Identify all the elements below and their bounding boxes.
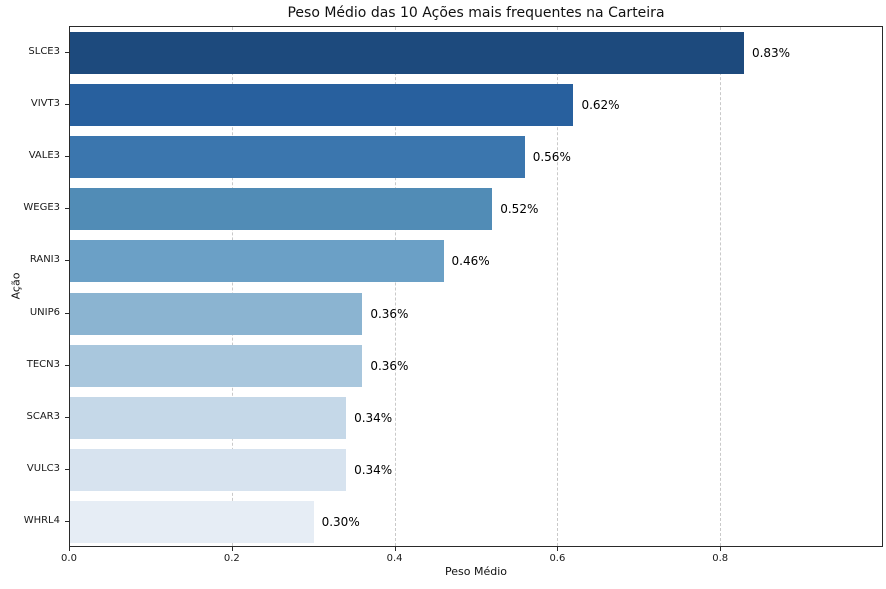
bar	[70, 344, 363, 387]
x-tick-label: 0.8	[712, 553, 729, 564]
gridline	[557, 27, 559, 546]
x-tick-label: 0.2	[223, 553, 240, 564]
y-tick-mark	[65, 52, 69, 54]
bar	[70, 500, 314, 543]
x-tick-mark	[394, 547, 396, 551]
y-tick-label: SLCE3	[28, 46, 60, 58]
y-tick-label: SCAR3	[26, 410, 60, 422]
bar	[70, 32, 744, 75]
y-tick-mark	[65, 468, 69, 470]
y-tick-mark	[65, 104, 69, 106]
y-tick-label: TECN3	[26, 358, 60, 370]
bar-value-label: 0.62%	[581, 98, 620, 113]
bar-value-label: 0.83%	[751, 46, 791, 60]
y-tick-label: WEGE3	[23, 202, 60, 214]
x-tick-mark	[720, 547, 722, 551]
bar	[70, 240, 444, 283]
bar-value-label: 0.56%	[532, 150, 571, 165]
x-tick-mark	[69, 547, 70, 551]
bar-value-label: 0.36%	[370, 306, 409, 321]
x-tick-label: 0.4	[386, 553, 403, 564]
x-tick-mark	[557, 547, 559, 551]
y-tick-label: RANI3	[29, 254, 60, 266]
bar-value-label: 0.34%	[354, 462, 393, 477]
gridline	[394, 27, 396, 546]
y-tick-label: VIVT3	[30, 98, 60, 110]
bar-value-label: 0.36%	[370, 358, 409, 373]
bar-value-label: 0.46%	[451, 254, 490, 269]
y-tick-mark	[65, 156, 69, 158]
bar	[70, 292, 363, 335]
bar	[70, 136, 525, 179]
y-tick-label: UNIP6	[29, 306, 60, 318]
y-tick-mark	[65, 416, 69, 418]
y-tick-mark	[65, 520, 69, 522]
bar-value-label: 0.30%	[321, 514, 360, 529]
y-tick-mark	[65, 364, 69, 366]
chart-title: Peso Médio das 10 Ações mais frequentes …	[287, 5, 665, 21]
y-axis-label: Ação	[9, 272, 23, 300]
x-tick-label: 0.0	[61, 553, 77, 564]
gridline	[232, 27, 234, 546]
x-axis-label: Peso Médio	[445, 565, 507, 578]
y-tick-label: WHRL4	[23, 514, 60, 526]
x-tick-label: 0.6	[549, 553, 566, 564]
y-tick-label: VALE3	[28, 150, 60, 162]
plot-area: 0.83% 0.62% 0.56% 0.52% 0.46% 0.36% 0.36% 0.34%…	[69, 26, 883, 547]
y-tick-mark	[65, 208, 69, 210]
x-tick-mark	[231, 547, 233, 551]
bar-value-label: 0.52%	[500, 202, 539, 217]
y-tick-label: VULC3	[26, 462, 60, 474]
bar	[70, 396, 347, 439]
bar-value-label: 0.34%	[354, 410, 393, 425]
bar	[70, 448, 347, 491]
bar	[70, 84, 574, 127]
y-tick-mark	[65, 260, 69, 262]
y-tick-mark	[65, 312, 69, 314]
bar	[70, 188, 493, 231]
gridline	[719, 27, 721, 546]
